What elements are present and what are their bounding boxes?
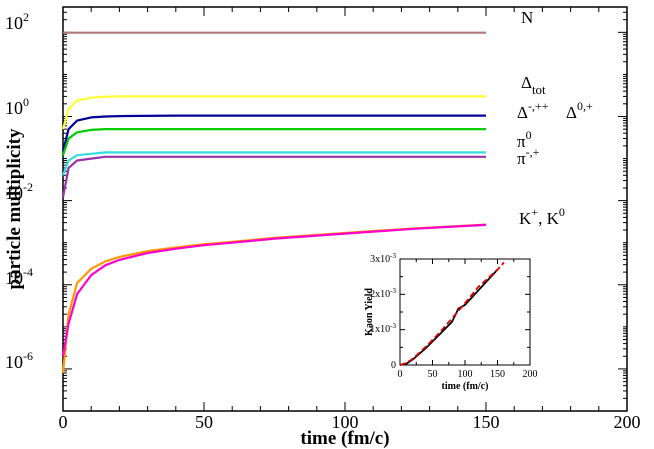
inset-y-tick-label: 2x10-3 bbox=[370, 287, 396, 300]
x-tick-labels: 0 50 100 150 200 bbox=[59, 412, 641, 432]
series-line-7 bbox=[61, 223, 487, 357]
x-axis-title: time (fm/c) bbox=[300, 428, 389, 449]
x-tick-label: 50 bbox=[195, 412, 213, 432]
inset-x-tick-label: 100 bbox=[458, 369, 473, 380]
x-tick-label: 0 bbox=[59, 412, 68, 432]
series-label-nucleon: N bbox=[521, 8, 533, 27]
y-tick-labels: 102 100 10-2 10-4 10-6 bbox=[5, 10, 33, 372]
inset-x-tick-label: 200 bbox=[523, 369, 538, 380]
series-line-1 bbox=[61, 95, 486, 130]
inset-x-tick-label: 50 bbox=[428, 369, 438, 380]
series-label-pion-charged: π-,+ bbox=[517, 145, 540, 168]
series-label-delta-charged: Δ-,++ bbox=[517, 99, 549, 122]
inset-x-axis-title: time (fm/c) bbox=[442, 381, 489, 392]
series-line-5 bbox=[61, 155, 486, 198]
inset-series-line-1 bbox=[399, 261, 505, 366]
y-axis-title: particle multiplicity bbox=[4, 128, 25, 289]
inset-background bbox=[362, 250, 540, 392]
x-tick-label: 200 bbox=[614, 412, 641, 432]
y-tick-label: 100 bbox=[5, 95, 29, 118]
inset-y-tick-label: 0 bbox=[391, 360, 396, 371]
inset-y-tick-label: 3x10-3 bbox=[370, 252, 396, 265]
inset-x-tick-label: 150 bbox=[490, 369, 505, 380]
y-tick-label: 10-2 bbox=[5, 180, 33, 203]
x-tick-label: 100 bbox=[332, 412, 359, 432]
series-label-delta-total: Δtot bbox=[521, 73, 546, 97]
inset-y-tick-label: 1x10-3 bbox=[370, 322, 396, 335]
main-series-lines bbox=[61, 31, 487, 374]
inset-x-tick-labels: 0 50 100 150 200 bbox=[398, 369, 538, 380]
y-tick-label: 10-6 bbox=[5, 349, 33, 372]
series-label-pion-neutral: π0 bbox=[517, 128, 532, 151]
series-label-delta-neutral: Δ0,+ bbox=[566, 99, 593, 122]
y-tick-label: 102 bbox=[5, 10, 29, 33]
series-line-4 bbox=[61, 151, 486, 176]
main-axis-ticks bbox=[62, 6, 628, 412]
x-tick-label: 150 bbox=[473, 412, 500, 432]
inset-y-tick-labels: 0 1x10-3 2x10-3 3x10-3 bbox=[370, 252, 396, 371]
inset-y-axis-title: Kaon Yield bbox=[364, 288, 375, 336]
series-line-2 bbox=[61, 114, 486, 152]
series-label-kaon: K+, K0 bbox=[519, 205, 565, 228]
inset-x-tick-label: 0 bbox=[398, 369, 403, 380]
inset-axis-ticks bbox=[399, 258, 531, 366]
y-tick-label: 10-4 bbox=[5, 265, 33, 288]
inset-series-lines bbox=[399, 261, 505, 366]
series-labels: N Δtot Δ-,++ Δ0,+ π0 π-,+ K+, K0 bbox=[517, 8, 593, 228]
series-line-3 bbox=[61, 128, 486, 156]
